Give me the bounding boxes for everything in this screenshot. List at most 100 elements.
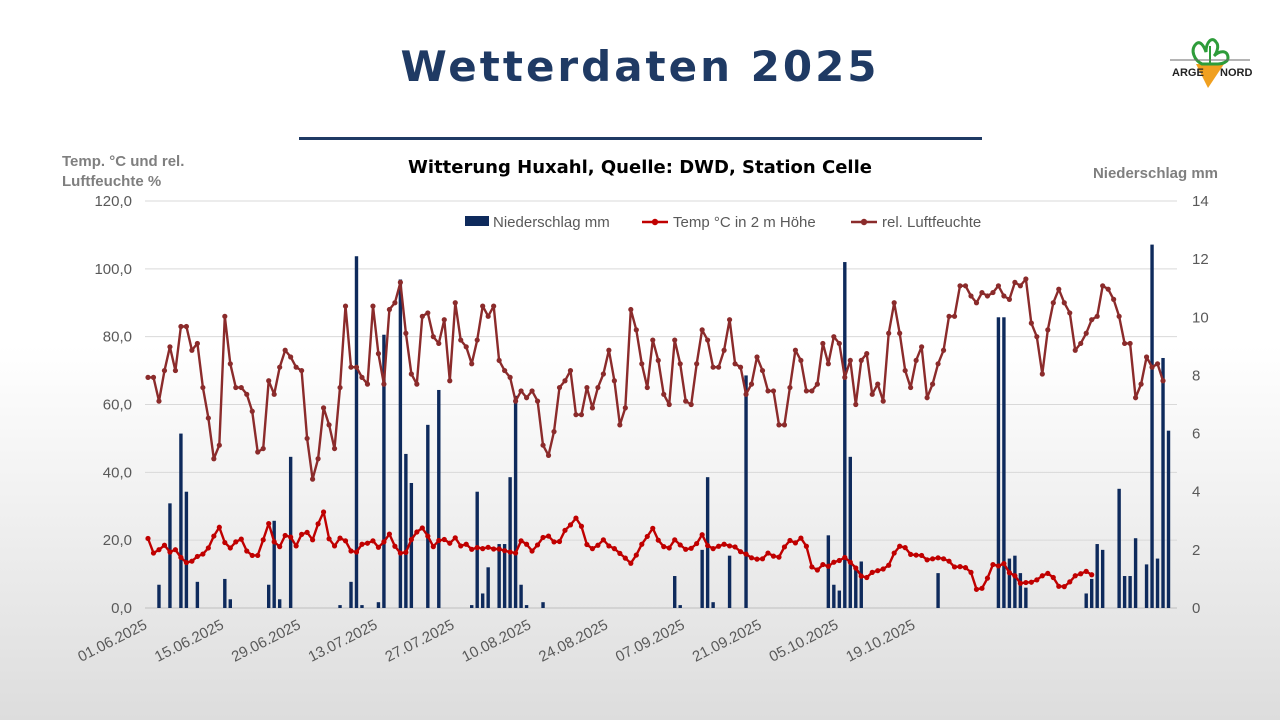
line-series bbox=[145, 276, 1166, 592]
humidity-point bbox=[770, 388, 777, 394]
precip-bar bbox=[524, 605, 529, 608]
temp-point bbox=[836, 557, 842, 564]
humidity-point bbox=[375, 351, 382, 357]
humidity-point bbox=[699, 327, 705, 333]
precip-bar bbox=[936, 573, 940, 608]
humidity-point bbox=[534, 398, 541, 404]
precip-bar bbox=[228, 599, 233, 608]
temp-point bbox=[798, 535, 804, 541]
temp-point bbox=[781, 544, 788, 550]
humidity-line bbox=[148, 277, 1165, 481]
temp-point bbox=[452, 535, 458, 541]
humidity-point bbox=[748, 381, 755, 387]
temp-point bbox=[161, 542, 168, 548]
temp-point bbox=[765, 550, 771, 556]
temp-point bbox=[172, 547, 179, 553]
temp-point bbox=[973, 586, 980, 592]
humidity-point bbox=[1105, 286, 1111, 292]
precip-bar bbox=[854, 567, 858, 608]
temp-point bbox=[337, 535, 343, 541]
temp-point bbox=[408, 536, 414, 543]
humidity-point bbox=[875, 381, 881, 387]
humidity-point bbox=[853, 401, 859, 408]
precip-bar bbox=[480, 593, 485, 608]
humidity-point bbox=[244, 391, 250, 397]
humidity-point bbox=[968, 293, 974, 299]
y-axis-left-label-line1: Temp. °C und rel. bbox=[62, 153, 184, 170]
precip-bar bbox=[502, 544, 507, 608]
humidity-point bbox=[1127, 340, 1133, 347]
temp-point bbox=[699, 532, 705, 538]
humidity-point bbox=[622, 405, 628, 411]
temp-point bbox=[348, 548, 354, 554]
humidity-point bbox=[189, 347, 195, 353]
precip-bar bbox=[1117, 488, 1121, 608]
temp-point bbox=[661, 544, 667, 550]
temp-point bbox=[864, 574, 870, 581]
humidity-point bbox=[430, 334, 436, 340]
temp-point bbox=[672, 537, 678, 543]
humidity-point bbox=[1072, 347, 1078, 353]
temp-point bbox=[1028, 579, 1034, 585]
humidity-point bbox=[320, 405, 327, 411]
humidity-point bbox=[710, 364, 716, 370]
y-tick-right: 10 bbox=[1192, 309, 1209, 326]
humidity-point bbox=[386, 306, 393, 313]
precip-bar bbox=[837, 590, 842, 608]
temp-point bbox=[940, 556, 947, 562]
humidity-point bbox=[1056, 286, 1062, 292]
temp-point bbox=[480, 546, 486, 552]
precip-bar bbox=[700, 549, 704, 608]
humidity-point bbox=[1067, 310, 1073, 316]
temp-point bbox=[375, 544, 382, 550]
humidity-point bbox=[496, 357, 502, 364]
humidity-point bbox=[600, 371, 606, 377]
precip-bar bbox=[996, 317, 1001, 608]
humidity-point bbox=[1050, 300, 1056, 306]
temp-point bbox=[277, 544, 283, 550]
humidity-point bbox=[282, 347, 288, 353]
precip-bar bbox=[354, 256, 359, 608]
humidity-point bbox=[507, 374, 513, 380]
precip-bar bbox=[376, 602, 381, 608]
temp-point bbox=[364, 540, 371, 546]
humidity-point bbox=[1138, 381, 1144, 387]
temp-point bbox=[595, 542, 601, 548]
temp-point bbox=[288, 534, 294, 540]
humidity-point bbox=[150, 374, 157, 380]
temp-point bbox=[732, 544, 738, 550]
humidity-point bbox=[425, 310, 431, 316]
humidity-point bbox=[156, 398, 162, 404]
humidity-point bbox=[288, 354, 294, 360]
temp-point bbox=[381, 539, 387, 545]
temp-point bbox=[743, 551, 749, 557]
precip-bar bbox=[1155, 558, 1160, 608]
y-tick-left: 80,0 bbox=[103, 329, 132, 346]
humidity-point bbox=[962, 283, 969, 289]
temp-point bbox=[962, 565, 969, 571]
humidity-point bbox=[309, 476, 316, 482]
temp-point bbox=[688, 545, 694, 551]
humidity-point bbox=[864, 351, 870, 357]
temp-point bbox=[441, 536, 447, 543]
x-tick-label: 10.08.2025 bbox=[459, 616, 534, 665]
humidity-point bbox=[979, 289, 985, 296]
grid-lines bbox=[145, 200, 1177, 609]
temp-point bbox=[463, 541, 469, 547]
legend-temp-label: Temp °C in 2 m Höhe bbox=[673, 214, 816, 231]
humidity-point bbox=[765, 388, 771, 394]
humidity-point bbox=[957, 283, 963, 289]
humidity-point bbox=[562, 378, 568, 384]
precip-bar bbox=[843, 262, 847, 608]
temp-point bbox=[183, 559, 190, 566]
humidity-point bbox=[688, 401, 694, 408]
humidity-point bbox=[1039, 371, 1045, 377]
humidity-point bbox=[556, 384, 563, 391]
precip-bar bbox=[1013, 555, 1017, 608]
humidity-point bbox=[238, 384, 244, 391]
humidity-point bbox=[540, 442, 546, 448]
temp-point bbox=[309, 537, 316, 543]
y-tick-right: 4 bbox=[1192, 484, 1200, 501]
temp-point bbox=[370, 538, 376, 544]
